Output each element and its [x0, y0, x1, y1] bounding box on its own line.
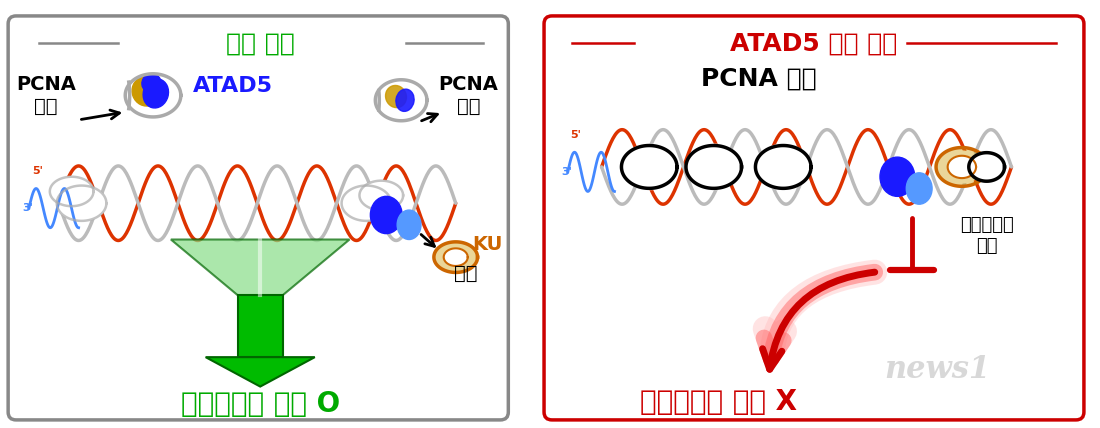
Polygon shape — [57, 186, 107, 221]
Polygon shape — [50, 177, 94, 206]
Text: PCNA
분리: PCNA 분리 — [15, 75, 76, 116]
Polygon shape — [206, 357, 315, 386]
Ellipse shape — [906, 173, 932, 204]
Ellipse shape — [397, 210, 421, 240]
Ellipse shape — [396, 89, 414, 111]
Polygon shape — [170, 240, 350, 295]
Ellipse shape — [621, 144, 676, 190]
Text: 3': 3' — [22, 203, 33, 213]
Text: 5': 5' — [32, 166, 43, 176]
Ellipse shape — [880, 157, 915, 196]
Ellipse shape — [142, 74, 162, 93]
Text: ATAD5 결핍 세포: ATAD5 결핍 세포 — [730, 31, 898, 55]
Polygon shape — [936, 148, 988, 186]
Ellipse shape — [371, 196, 403, 234]
Text: 정상 세포: 정상 세포 — [226, 31, 295, 55]
Ellipse shape — [969, 152, 1004, 182]
Polygon shape — [443, 248, 468, 266]
Text: ATAD5: ATAD5 — [192, 76, 273, 95]
Text: 3': 3' — [561, 167, 572, 177]
Ellipse shape — [438, 245, 473, 270]
Text: 5': 5' — [570, 130, 581, 140]
Text: PCNA 축적: PCNA 축적 — [701, 67, 816, 91]
Ellipse shape — [385, 86, 406, 107]
Text: 제거: 제거 — [454, 265, 477, 283]
Text: KU: KU — [473, 235, 503, 254]
Ellipse shape — [686, 144, 741, 190]
Polygon shape — [238, 295, 283, 357]
Text: 단거리절제
방해: 단거리절제 방해 — [960, 216, 1013, 255]
Ellipse shape — [143, 79, 168, 108]
Text: 상동재조합 복구 X: 상동재조합 복구 X — [640, 388, 798, 416]
Ellipse shape — [378, 82, 425, 119]
Ellipse shape — [756, 144, 811, 190]
Text: PCNA
분리: PCNA 분리 — [439, 75, 498, 116]
Ellipse shape — [132, 77, 161, 106]
Ellipse shape — [942, 151, 982, 183]
Polygon shape — [360, 181, 403, 210]
Polygon shape — [342, 186, 392, 221]
Polygon shape — [948, 156, 976, 178]
Text: news1: news1 — [884, 354, 990, 385]
Polygon shape — [433, 242, 477, 273]
Text: 상동재조합 복구 O: 상동재조합 복구 O — [180, 390, 340, 418]
